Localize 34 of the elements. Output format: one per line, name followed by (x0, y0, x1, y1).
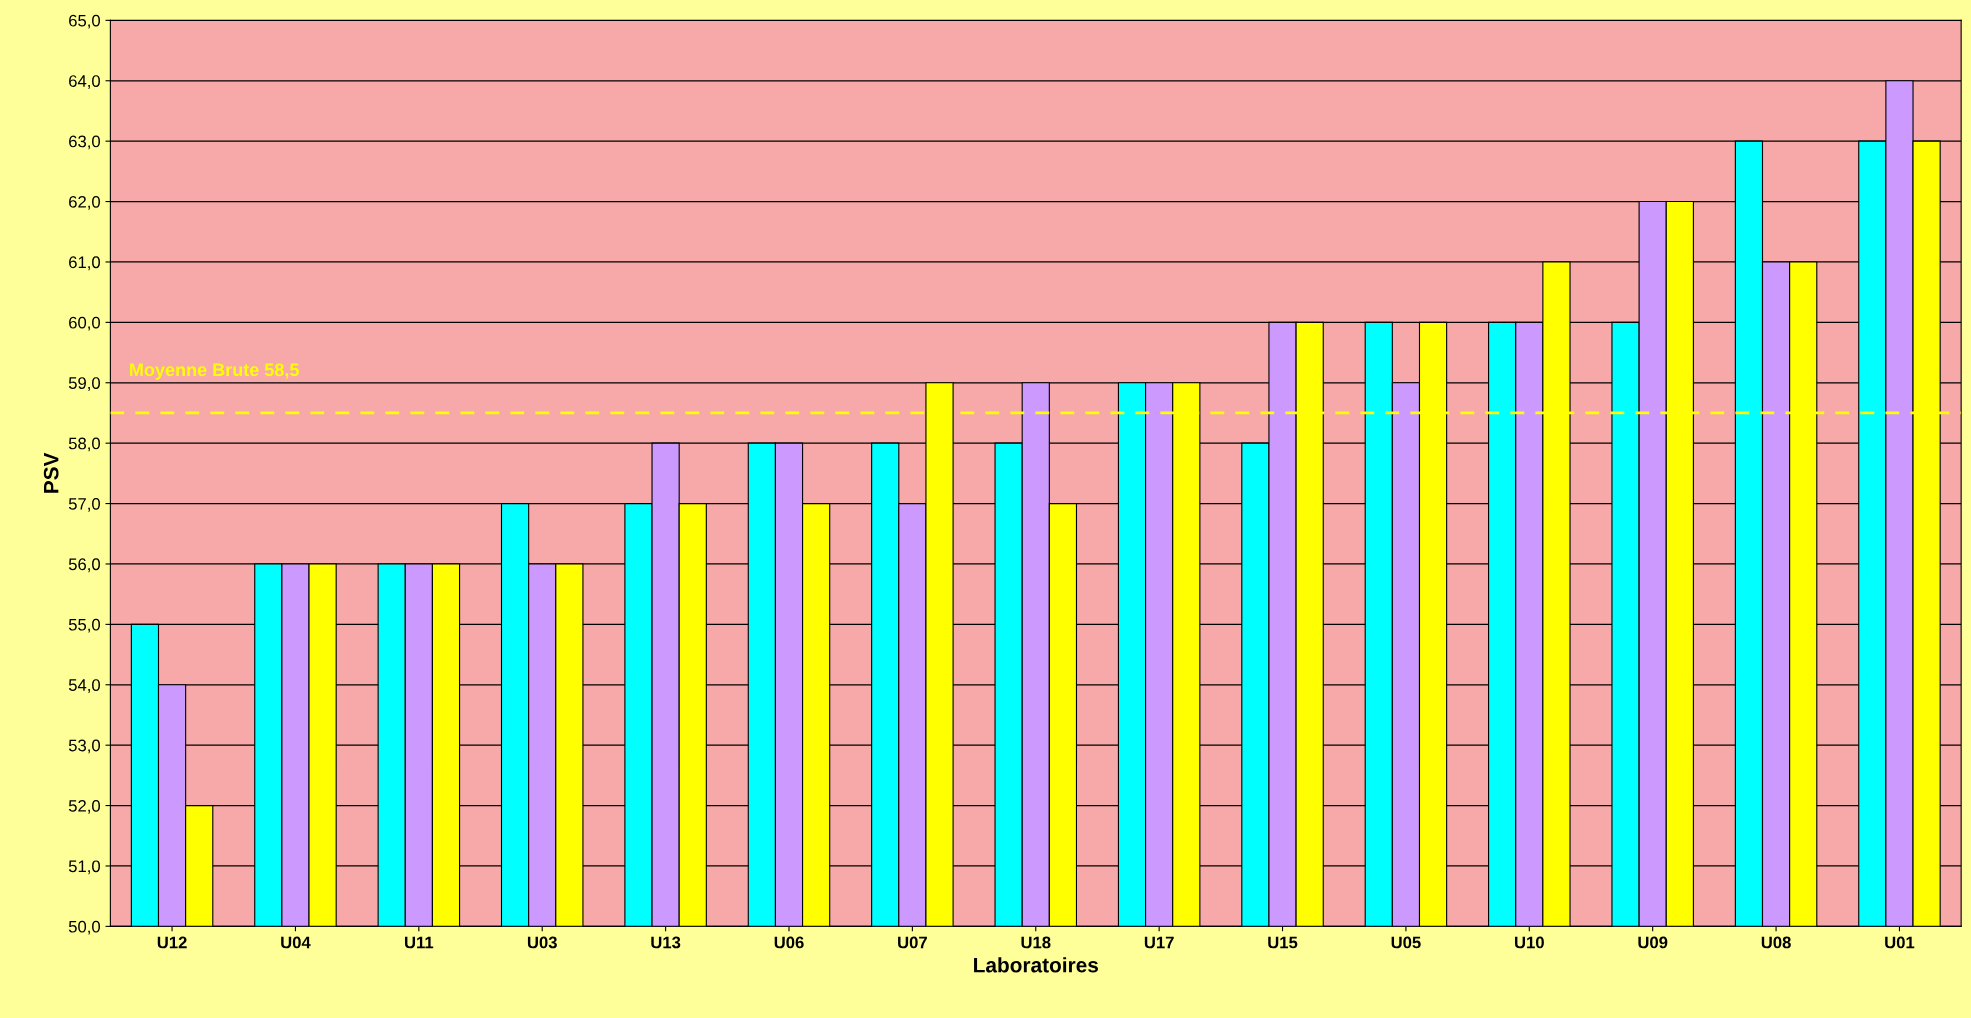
x-tick-label: U10 (1515, 936, 1544, 949)
y-tick-label: 52,0 (68, 799, 101, 814)
x-tick-label: U15 (1268, 936, 1298, 949)
x-tick-label: U05 (1391, 936, 1421, 949)
x-tick-label: U06 (774, 936, 804, 949)
x-tick-label: U17 (1144, 936, 1174, 949)
x-tick-label: U11 (405, 936, 434, 949)
ref-line-label: Moyenne Brute 58,5 (130, 363, 299, 380)
y-tick-label: 65,0 (69, 14, 101, 29)
y-tick-label: 56,0 (68, 558, 101, 573)
y-tick-label: 60,0 (69, 316, 101, 331)
y-tick-label: 58,0 (68, 437, 101, 452)
x-tick-label: U09 (1638, 936, 1668, 949)
y-tick-label: 57,0 (68, 497, 101, 512)
y-tick-label: 53,0 (68, 739, 101, 754)
y-tick-label: 55,0 (68, 618, 101, 633)
y-tick-label: 54,0 (68, 679, 101, 693)
x-tick-label: U13 (651, 936, 681, 949)
y-tick-label: 51,0 (68, 860, 101, 875)
x-tick-label: U18 (1021, 936, 1051, 949)
y-tick-label: 50,0 (68, 920, 101, 935)
y-tick-label: 59,0 (68, 377, 101, 391)
x-tick-label: U12 (157, 936, 187, 949)
y-tick-label: 64,0 (69, 75, 101, 89)
y-tick-label: 61,0 (69, 256, 101, 271)
y-axis-title: PSV (43, 452, 59, 493)
y-tick-label: 62,0 (69, 195, 101, 210)
x-tick-label: U08 (1761, 936, 1791, 949)
x-tick-label: U03 (527, 936, 557, 949)
x-tick-label: U04 (281, 936, 311, 949)
x-axis-title: Laboratoires (974, 957, 1099, 973)
y-tick-label: 63,0 (69, 135, 101, 150)
x-tick-label: U01 (1885, 936, 1915, 949)
x-tick-label: U07 (898, 936, 927, 949)
